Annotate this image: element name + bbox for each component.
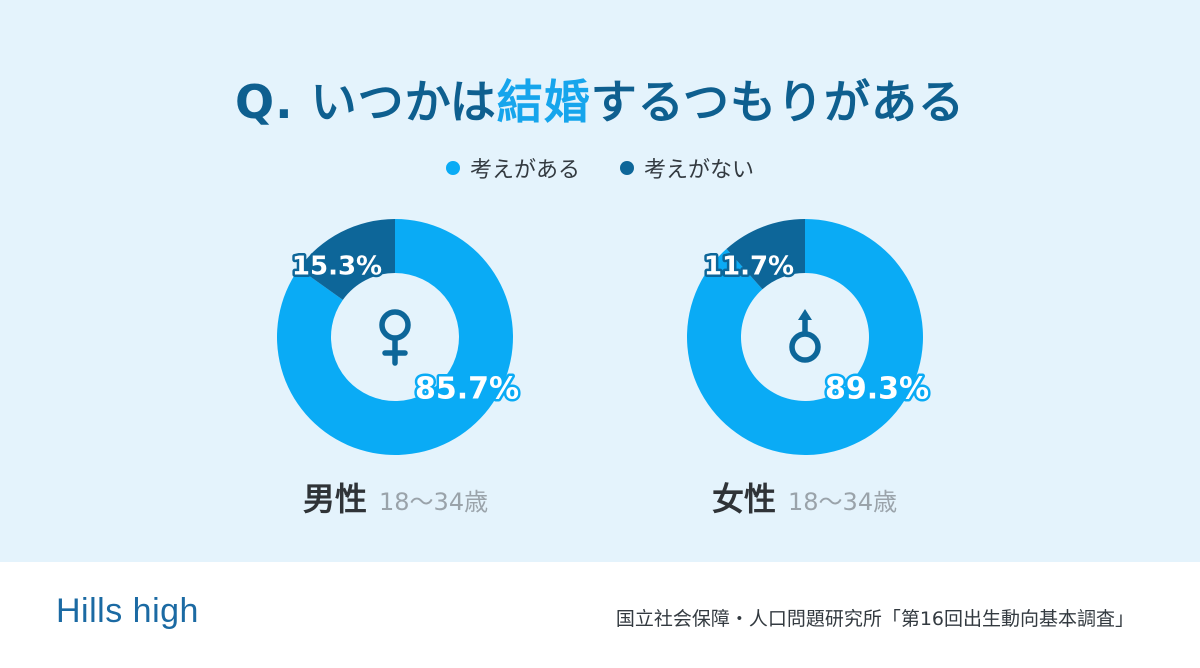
donut-charts: 85.7% 15.3% 89.3% 11.7% bbox=[276, 219, 932, 455]
legend-item-no: 考えがない bbox=[620, 152, 754, 184]
legend-label-yes: 考えがある bbox=[469, 158, 580, 183]
chart-panel bbox=[0, 0, 1200, 562]
brand-logo: Hills high bbox=[56, 592, 199, 630]
data-label-yes: 89.3% bbox=[825, 372, 929, 407]
donut-slice-yes bbox=[686, 219, 923, 455]
legend-swatch-no bbox=[620, 161, 634, 175]
age-range-label: 18〜34歳 bbox=[379, 488, 489, 516]
legend-item-yes: 考えがある bbox=[445, 152, 580, 184]
donut-slice-no bbox=[726, 219, 805, 290]
donut-slice-yes bbox=[276, 219, 513, 455]
legend-swatch-yes bbox=[445, 161, 460, 175]
legend-label-no: 考えがない bbox=[644, 158, 755, 183]
title-prefix: Q. いつかは bbox=[235, 75, 497, 129]
age-range-label: 18〜34歳 bbox=[788, 488, 898, 516]
female-symbol-icon bbox=[379, 309, 411, 366]
data-label-no: 15.3% bbox=[292, 252, 382, 282]
chart-label-male: 男性 18〜34歳 bbox=[303, 474, 488, 520]
chart-label-female: 女性 18〜34歳 bbox=[712, 474, 897, 520]
group-label: 女性 bbox=[712, 480, 777, 518]
donut-slice-no bbox=[298, 219, 395, 300]
title-highlight: 結婚 bbox=[496, 75, 591, 129]
page-title: Q. いつかは結婚するつもりがある bbox=[0, 66, 1200, 132]
male-symbol-icon bbox=[789, 309, 821, 363]
source-citation: 国立社会保障・人口問題研究所「第16回出生動向基本調査」 bbox=[615, 608, 1134, 630]
legend: 考えがある 考えがない bbox=[0, 152, 1200, 184]
title-suffix: するつもりがある bbox=[590, 75, 965, 129]
data-label-yes: 85.7% bbox=[415, 372, 519, 407]
data-label-no: 11.7% bbox=[704, 252, 794, 282]
group-label: 男性 bbox=[303, 480, 368, 518]
